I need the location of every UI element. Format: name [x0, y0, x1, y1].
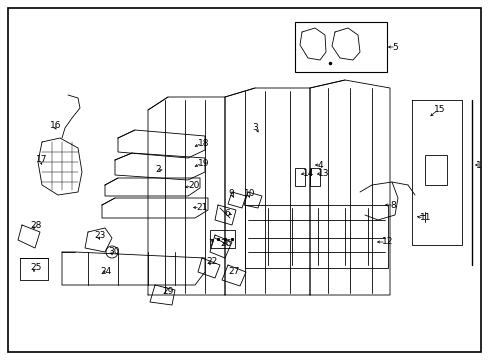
Text: 2: 2: [155, 166, 160, 175]
Bar: [309, 168, 319, 186]
Text: 23: 23: [94, 231, 105, 240]
Text: 29: 29: [162, 288, 173, 297]
Bar: [424, 155, 446, 185]
Text: 16: 16: [50, 122, 61, 130]
Text: 20: 20: [187, 181, 199, 190]
Text: 7: 7: [207, 238, 213, 248]
Text: 11: 11: [419, 213, 430, 222]
Text: 4: 4: [317, 161, 323, 170]
Text: 21: 21: [196, 202, 207, 211]
Text: 30: 30: [108, 248, 119, 256]
Text: 3: 3: [251, 123, 257, 132]
Text: 13: 13: [317, 168, 329, 177]
Text: 6: 6: [224, 208, 229, 217]
Text: 19: 19: [198, 158, 209, 167]
Text: 15: 15: [433, 105, 445, 114]
Text: 8: 8: [389, 201, 395, 210]
Text: 18: 18: [198, 139, 209, 148]
Text: 28: 28: [30, 221, 41, 230]
Text: 25: 25: [30, 264, 41, 273]
Text: 14: 14: [303, 168, 314, 177]
Bar: [294, 168, 305, 186]
Text: 9: 9: [227, 189, 233, 198]
Text: 10: 10: [244, 189, 255, 198]
Text: 26: 26: [220, 238, 231, 248]
Text: 27: 27: [227, 267, 239, 276]
Bar: [209, 230, 235, 248]
Text: 17: 17: [36, 156, 47, 165]
Text: 1: 1: [475, 161, 481, 170]
Text: 12: 12: [381, 238, 392, 247]
Text: 22: 22: [205, 257, 217, 266]
Bar: [294, 22, 386, 72]
Text: 24: 24: [100, 267, 111, 276]
Text: 5: 5: [391, 42, 397, 51]
